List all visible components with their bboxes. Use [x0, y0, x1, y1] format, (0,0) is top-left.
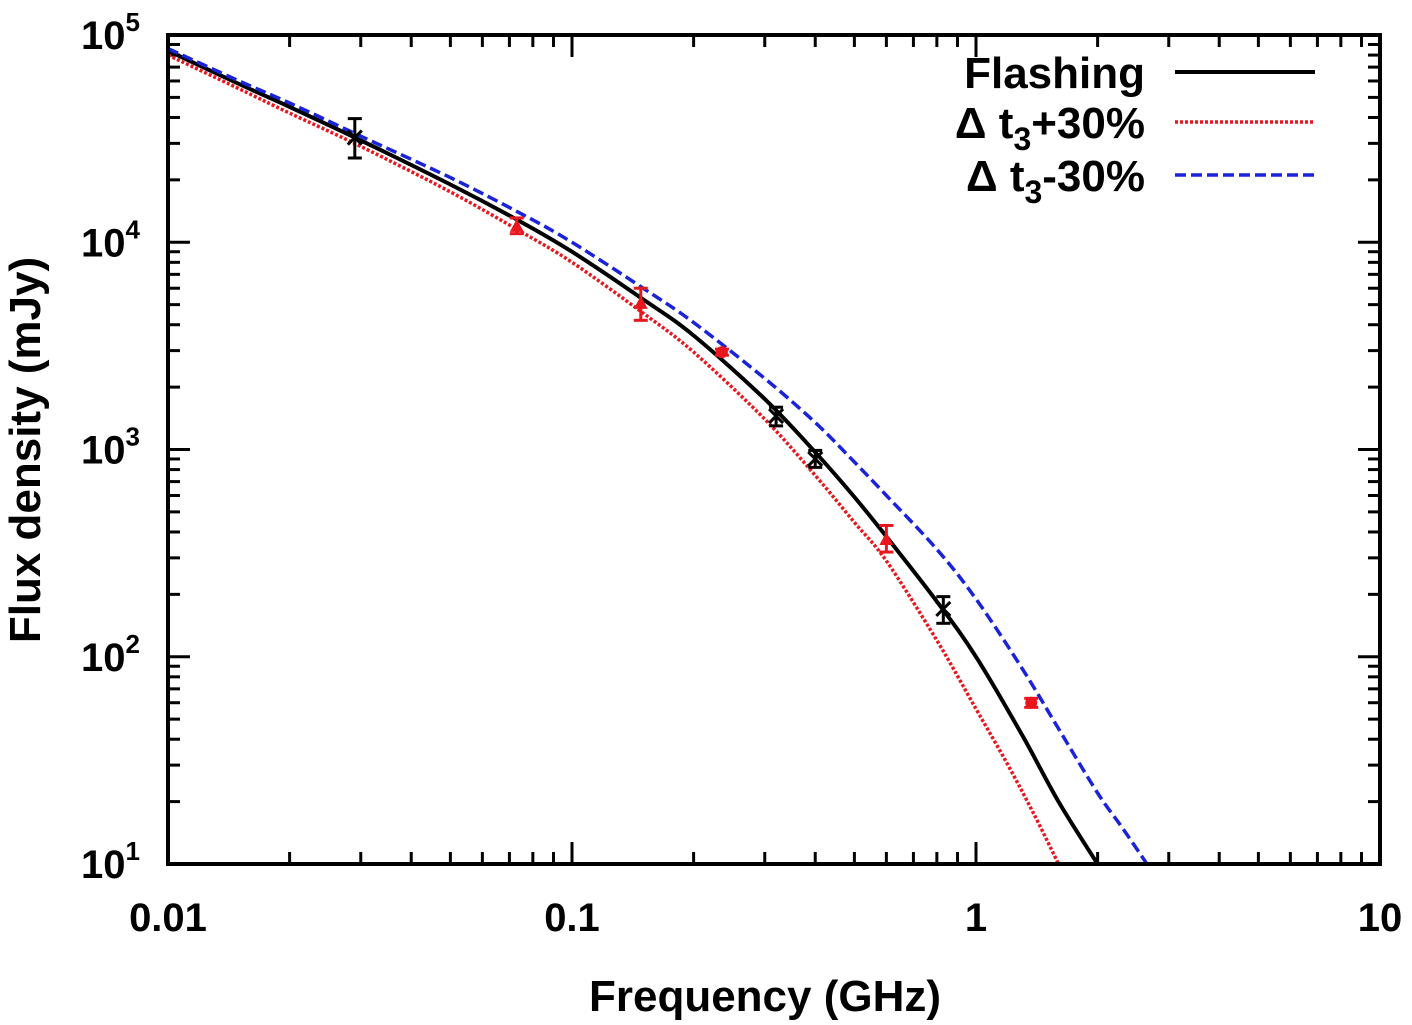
x-axis-title: Frequency (GHz)	[589, 972, 941, 1021]
y-tick-exponent: 2	[126, 629, 140, 659]
x-tick-label: 0.1	[544, 896, 600, 940]
y-tick-base: 10	[81, 429, 126, 473]
y-tick-base: 10	[81, 636, 126, 680]
data-point	[768, 405, 785, 428]
data-point	[346, 117, 363, 160]
plot-frame	[166, 33, 1382, 866]
legend-text: Δ t	[955, 99, 1014, 148]
data-points	[346, 117, 1039, 709]
y-tick-exponent: 4	[126, 214, 141, 244]
triangle-marker	[879, 531, 894, 545]
y-axis-title: Flux density (mJy)	[1, 257, 50, 643]
legend-subscript: 3	[1013, 121, 1031, 157]
y-tick-label: 105	[81, 7, 140, 58]
y-tick-base: 10	[81, 843, 126, 887]
circle-marker	[1025, 696, 1038, 709]
curve-series-2	[167, 47, 1149, 865]
y-tick-label: 104	[81, 214, 141, 265]
legend-text: -30%	[1042, 152, 1145, 201]
x-tick-label: 1	[965, 896, 987, 940]
x-tick-labels: 0.01 0.1 1 10	[129, 896, 1402, 940]
data-point	[807, 448, 824, 469]
data-point	[714, 346, 729, 359]
data-point	[935, 595, 952, 625]
y-tick-base: 10	[81, 221, 126, 265]
y-tick-label: 102	[81, 629, 140, 680]
y-tick-exponent: 1	[126, 836, 140, 866]
triangle-marker	[633, 295, 648, 309]
y-tick-exponent: 3	[126, 422, 140, 452]
y-tick-label: 101	[81, 836, 140, 887]
legend-text: Δ t	[966, 152, 1025, 201]
curve-series-0	[167, 48, 1100, 866]
x-marker	[935, 600, 952, 618]
x-marker	[807, 450, 824, 468]
legend-subscript: 3	[1024, 174, 1042, 210]
x-tick-label: 10	[1358, 896, 1403, 940]
legend-label-2: Δ t3-30%	[966, 152, 1145, 210]
x-tick-label: 0.01	[129, 896, 207, 940]
x-marker	[768, 407, 785, 425]
legend-text: +30%	[1031, 99, 1145, 148]
y-tick-exponent: 5	[126, 7, 140, 37]
y-tick-label: 103	[81, 422, 140, 473]
data-point	[509, 216, 524, 236]
data-point	[879, 523, 894, 554]
legend-label-1: Δ t3+30%	[955, 99, 1145, 157]
triangle-marker	[509, 218, 524, 232]
legend-label-0: Flashing	[964, 49, 1145, 98]
model-curves	[167, 47, 1149, 866]
y-tick-base: 10	[81, 14, 126, 58]
legend-text: Flashing	[964, 49, 1145, 98]
curve-series-1	[167, 53, 1061, 865]
x-marker	[346, 129, 363, 146]
data-point	[633, 286, 648, 322]
data-point	[1024, 696, 1039, 709]
circle-marker	[715, 346, 728, 359]
